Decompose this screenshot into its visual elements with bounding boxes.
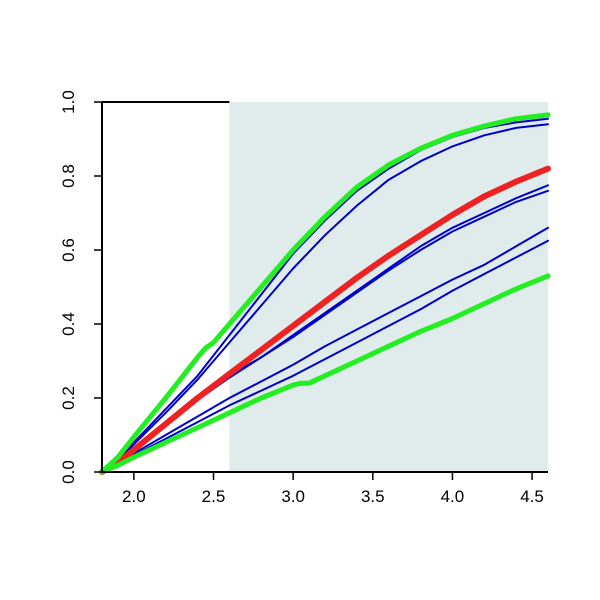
series-line-upper-bound-7 xyxy=(99,112,551,475)
x-tick-label: 3.0 xyxy=(281,487,305,506)
series-line-lower-bound-8 xyxy=(99,273,551,475)
series-line-sample-4 xyxy=(101,226,549,473)
y-tick-label: 0.4 xyxy=(59,312,78,336)
axis-layer: 2.0 2.5 3.0 3.5 4.0 4.5 0.0 0.2 0.4 0.6 0.8 1.0 xyxy=(59,90,548,506)
y-tick-label: 0.2 xyxy=(59,386,78,410)
x-tick-label: 2.5 xyxy=(202,487,226,506)
x-tick-label: 2.0 xyxy=(122,487,146,506)
series-line-sample-1 xyxy=(101,123,549,473)
y-tick-label: 0.0 xyxy=(59,460,78,484)
x-tick-label: 3.5 xyxy=(361,487,385,506)
x-tick-label: 4.5 xyxy=(520,487,544,506)
y-tick-label: 1.0 xyxy=(59,90,78,114)
series-layer xyxy=(99,112,551,475)
series-line-mean-6 xyxy=(99,165,551,475)
y-tick-label: 0.6 xyxy=(59,238,78,262)
y-tick-label: 0.8 xyxy=(59,164,78,188)
x-tick-label: 4.0 xyxy=(441,487,465,506)
